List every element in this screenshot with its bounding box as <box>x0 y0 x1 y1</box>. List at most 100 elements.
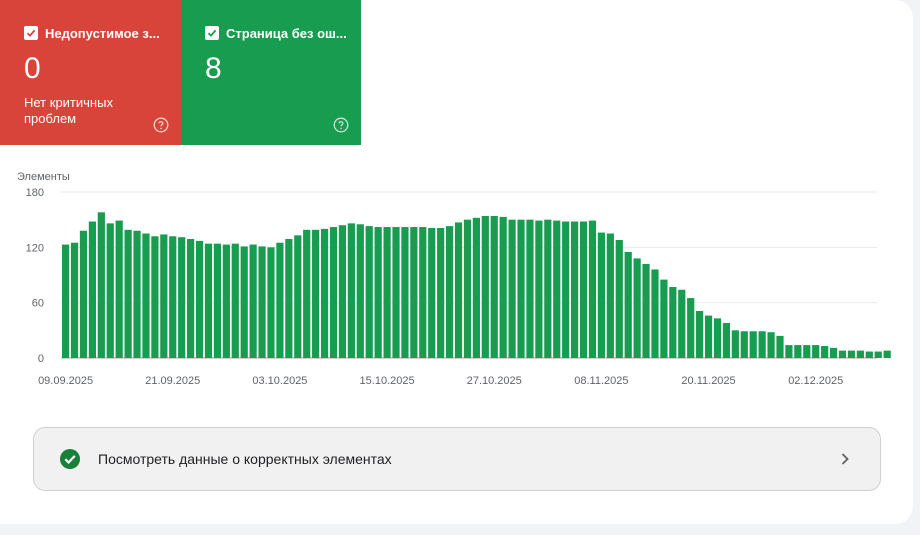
chart-bar[interactable] <box>490 215 498 358</box>
chart-bar[interactable] <box>847 350 856 358</box>
chart-bar[interactable] <box>294 235 302 358</box>
chart-bar[interactable] <box>463 219 472 358</box>
chart-bar[interactable] <box>62 244 70 358</box>
chart-bar[interactable] <box>160 234 168 358</box>
chart-bar[interactable] <box>437 227 445 358</box>
chart-bar[interactable] <box>758 331 766 358</box>
chart-bar[interactable] <box>267 247 275 358</box>
chart-bar[interactable] <box>195 240 204 358</box>
chart-bar[interactable] <box>303 229 311 358</box>
chart-bar[interactable] <box>812 345 820 358</box>
chart-bar[interactable] <box>615 239 623 358</box>
tile-invalid[interactable]: Недопустимое з... 0 Нет критичных пробле… <box>0 0 181 145</box>
chart-bar[interactable] <box>687 298 695 358</box>
chart-bar[interactable] <box>624 251 632 358</box>
chart-bar[interactable] <box>535 220 543 358</box>
chart-bar[interactable] <box>767 332 775 358</box>
chart-bar[interactable] <box>803 345 811 358</box>
chart-bar[interactable] <box>713 318 722 358</box>
help-circle-icon[interactable] <box>333 117 349 133</box>
chart-bar[interactable] <box>856 350 864 358</box>
chart-bar[interactable] <box>329 227 338 358</box>
chart-bar[interactable] <box>704 315 713 358</box>
chart-bar[interactable] <box>454 222 463 358</box>
help-circle-icon[interactable] <box>153 117 169 133</box>
chart-bar[interactable] <box>240 246 248 358</box>
chart-bar[interactable] <box>231 243 239 358</box>
chart-bar[interactable] <box>276 242 284 358</box>
chart-bar[interactable] <box>553 220 561 358</box>
chart-bar[interactable] <box>740 331 748 358</box>
chart-bar[interactable] <box>472 217 480 358</box>
chart-bar[interactable] <box>642 263 650 358</box>
tile-valid[interactable]: Страница без ош... 8 <box>181 0 361 145</box>
chart-bar[interactable] <box>187 239 195 358</box>
chart-bar[interactable] <box>669 286 677 358</box>
chart-bar[interactable] <box>356 224 364 358</box>
chart-bar[interactable] <box>588 220 597 358</box>
chart-bar[interactable] <box>678 289 686 358</box>
view-valid-items-link[interactable]: Посмотреть данные о корректных элементах <box>33 427 881 491</box>
chart-bar[interactable] <box>178 237 186 358</box>
chart-bar[interactable] <box>142 233 150 359</box>
chart-bar[interactable] <box>222 244 230 358</box>
chart-bar[interactable] <box>445 226 454 358</box>
chart-bar[interactable] <box>517 219 525 358</box>
chart-bar[interactable] <box>401 227 409 358</box>
chart-bar[interactable] <box>124 229 132 358</box>
chart-bar[interactable] <box>544 219 552 358</box>
chart-bar[interactable] <box>151 236 159 358</box>
chart-bar[interactable] <box>410 227 418 358</box>
chart-bar[interactable] <box>633 258 641 358</box>
chart-bar[interactable] <box>776 335 784 358</box>
chart-bar[interactable] <box>213 243 222 358</box>
chart-bar[interactable] <box>338 225 347 358</box>
chart-bar[interactable] <box>696 310 704 358</box>
chart-bar[interactable] <box>374 227 382 358</box>
checkbox-checked-icon[interactable] <box>24 26 38 40</box>
chart-bar[interactable] <box>392 227 400 358</box>
chart-bar[interactable] <box>722 322 731 358</box>
chart-bar[interactable] <box>365 226 373 358</box>
chart-bar[interactable] <box>508 219 516 358</box>
chart-bar[interactable] <box>312 229 320 358</box>
chart-bar[interactable] <box>133 230 141 358</box>
chart-bar[interactable] <box>794 345 802 358</box>
chart-bar[interactable] <box>347 223 355 358</box>
chart-bar[interactable] <box>169 236 177 358</box>
chart-bar[interactable] <box>883 350 891 358</box>
chart-bar[interactable] <box>204 243 213 358</box>
chart-bar[interactable] <box>606 233 614 359</box>
chart-bar[interactable] <box>526 219 534 358</box>
chart-bar[interactable] <box>499 216 507 358</box>
chart-bar[interactable] <box>428 227 436 358</box>
chart-bar[interactable] <box>731 330 739 358</box>
chart-bar[interactable] <box>97 212 105 358</box>
chart-bar[interactable] <box>579 221 588 358</box>
chart-bar[interactable] <box>874 351 882 358</box>
chart-bar[interactable] <box>838 350 847 358</box>
chart-bar[interactable] <box>383 227 391 358</box>
chart-bar[interactable] <box>320 228 329 358</box>
chart-bar[interactable] <box>481 215 489 358</box>
chart-bar[interactable] <box>821 346 829 358</box>
chart-bar[interactable] <box>79 230 88 358</box>
chart-bar[interactable] <box>88 221 96 358</box>
chart-bar[interactable] <box>70 242 79 358</box>
chart-bar[interactable] <box>115 220 123 358</box>
chart-bar[interactable] <box>597 232 605 358</box>
chart-bar[interactable] <box>249 244 257 358</box>
chart-bar[interactable] <box>749 331 757 358</box>
chart-bar[interactable] <box>865 351 873 358</box>
chart-bar[interactable] <box>651 269 659 358</box>
chart-bar[interactable] <box>419 227 427 358</box>
chart-bar[interactable] <box>660 279 668 358</box>
checkbox-checked-icon[interactable] <box>205 26 219 40</box>
chart-bar[interactable] <box>571 221 579 358</box>
chart-bar[interactable] <box>106 223 114 358</box>
chart-bar[interactable] <box>258 246 266 358</box>
chart-bar[interactable] <box>829 347 838 358</box>
chart-bar[interactable] <box>285 239 293 358</box>
chart-bar[interactable] <box>562 221 570 358</box>
chart-bar[interactable] <box>785 345 793 358</box>
